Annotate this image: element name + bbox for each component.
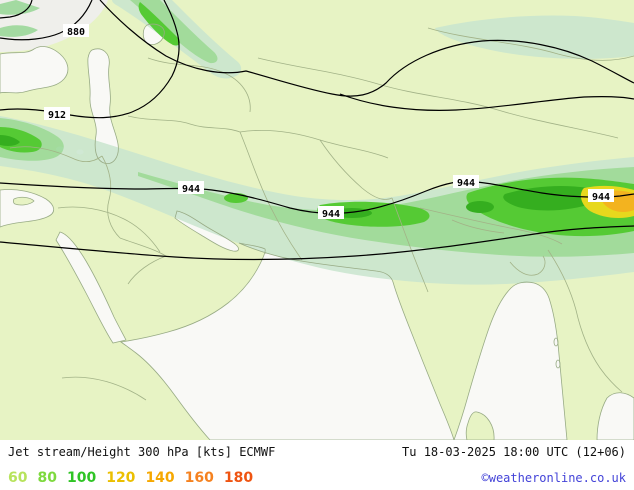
contour-label-text: 912 <box>48 110 66 121</box>
map-canvas: 880 912 944 944 944 <box>0 0 634 440</box>
legend-value-60: 60 <box>8 470 28 486</box>
legend-value-100: 100 <box>66 470 97 486</box>
legend-scale: 60 80 100 120 140 160 180 <box>8 467 263 486</box>
copyright-link[interactable]: ©weatheronline.co.uk <box>481 471 627 485</box>
northwest-region <box>0 0 108 52</box>
map-svg: 880 912 944 944 944 <box>0 0 634 440</box>
footer-bar: Jet stream/Height 300 hPa [kts] ECMWF Tu… <box>0 440 634 490</box>
contour-label-944-3: 944 <box>453 175 479 189</box>
legend-value-180: 180 <box>223 470 254 486</box>
map-datetime: Tu 18-03-2025 18:00 UTC (12+06) <box>402 445 626 459</box>
coastlines <box>0 23 634 440</box>
contour-label-text: 944 <box>457 178 475 189</box>
contour-labels: 880 912 944 944 944 <box>44 24 614 220</box>
legend-value-140: 140 <box>145 470 175 486</box>
legend-value-160: 160 <box>184 470 214 486</box>
contour-label-944-2: 944 <box>318 206 344 220</box>
map-title: Jet stream/Height 300 hPa [kts] ECMWF <box>8 445 276 459</box>
contour-label-text: 944 <box>322 209 340 220</box>
legend-value-120: 120 <box>106 470 136 486</box>
contour-label-text: 880 <box>67 27 85 38</box>
contour-label-text: 944 <box>182 184 200 195</box>
contour-label-text: 944 <box>592 192 610 203</box>
contour-label-944-1: 944 <box>178 181 204 195</box>
legend-value-80: 80 <box>37 470 57 486</box>
contour-label-912: 912 <box>44 107 70 121</box>
contour-label-880: 880 <box>63 24 89 38</box>
contour-label-944-4: 944 <box>588 189 614 203</box>
